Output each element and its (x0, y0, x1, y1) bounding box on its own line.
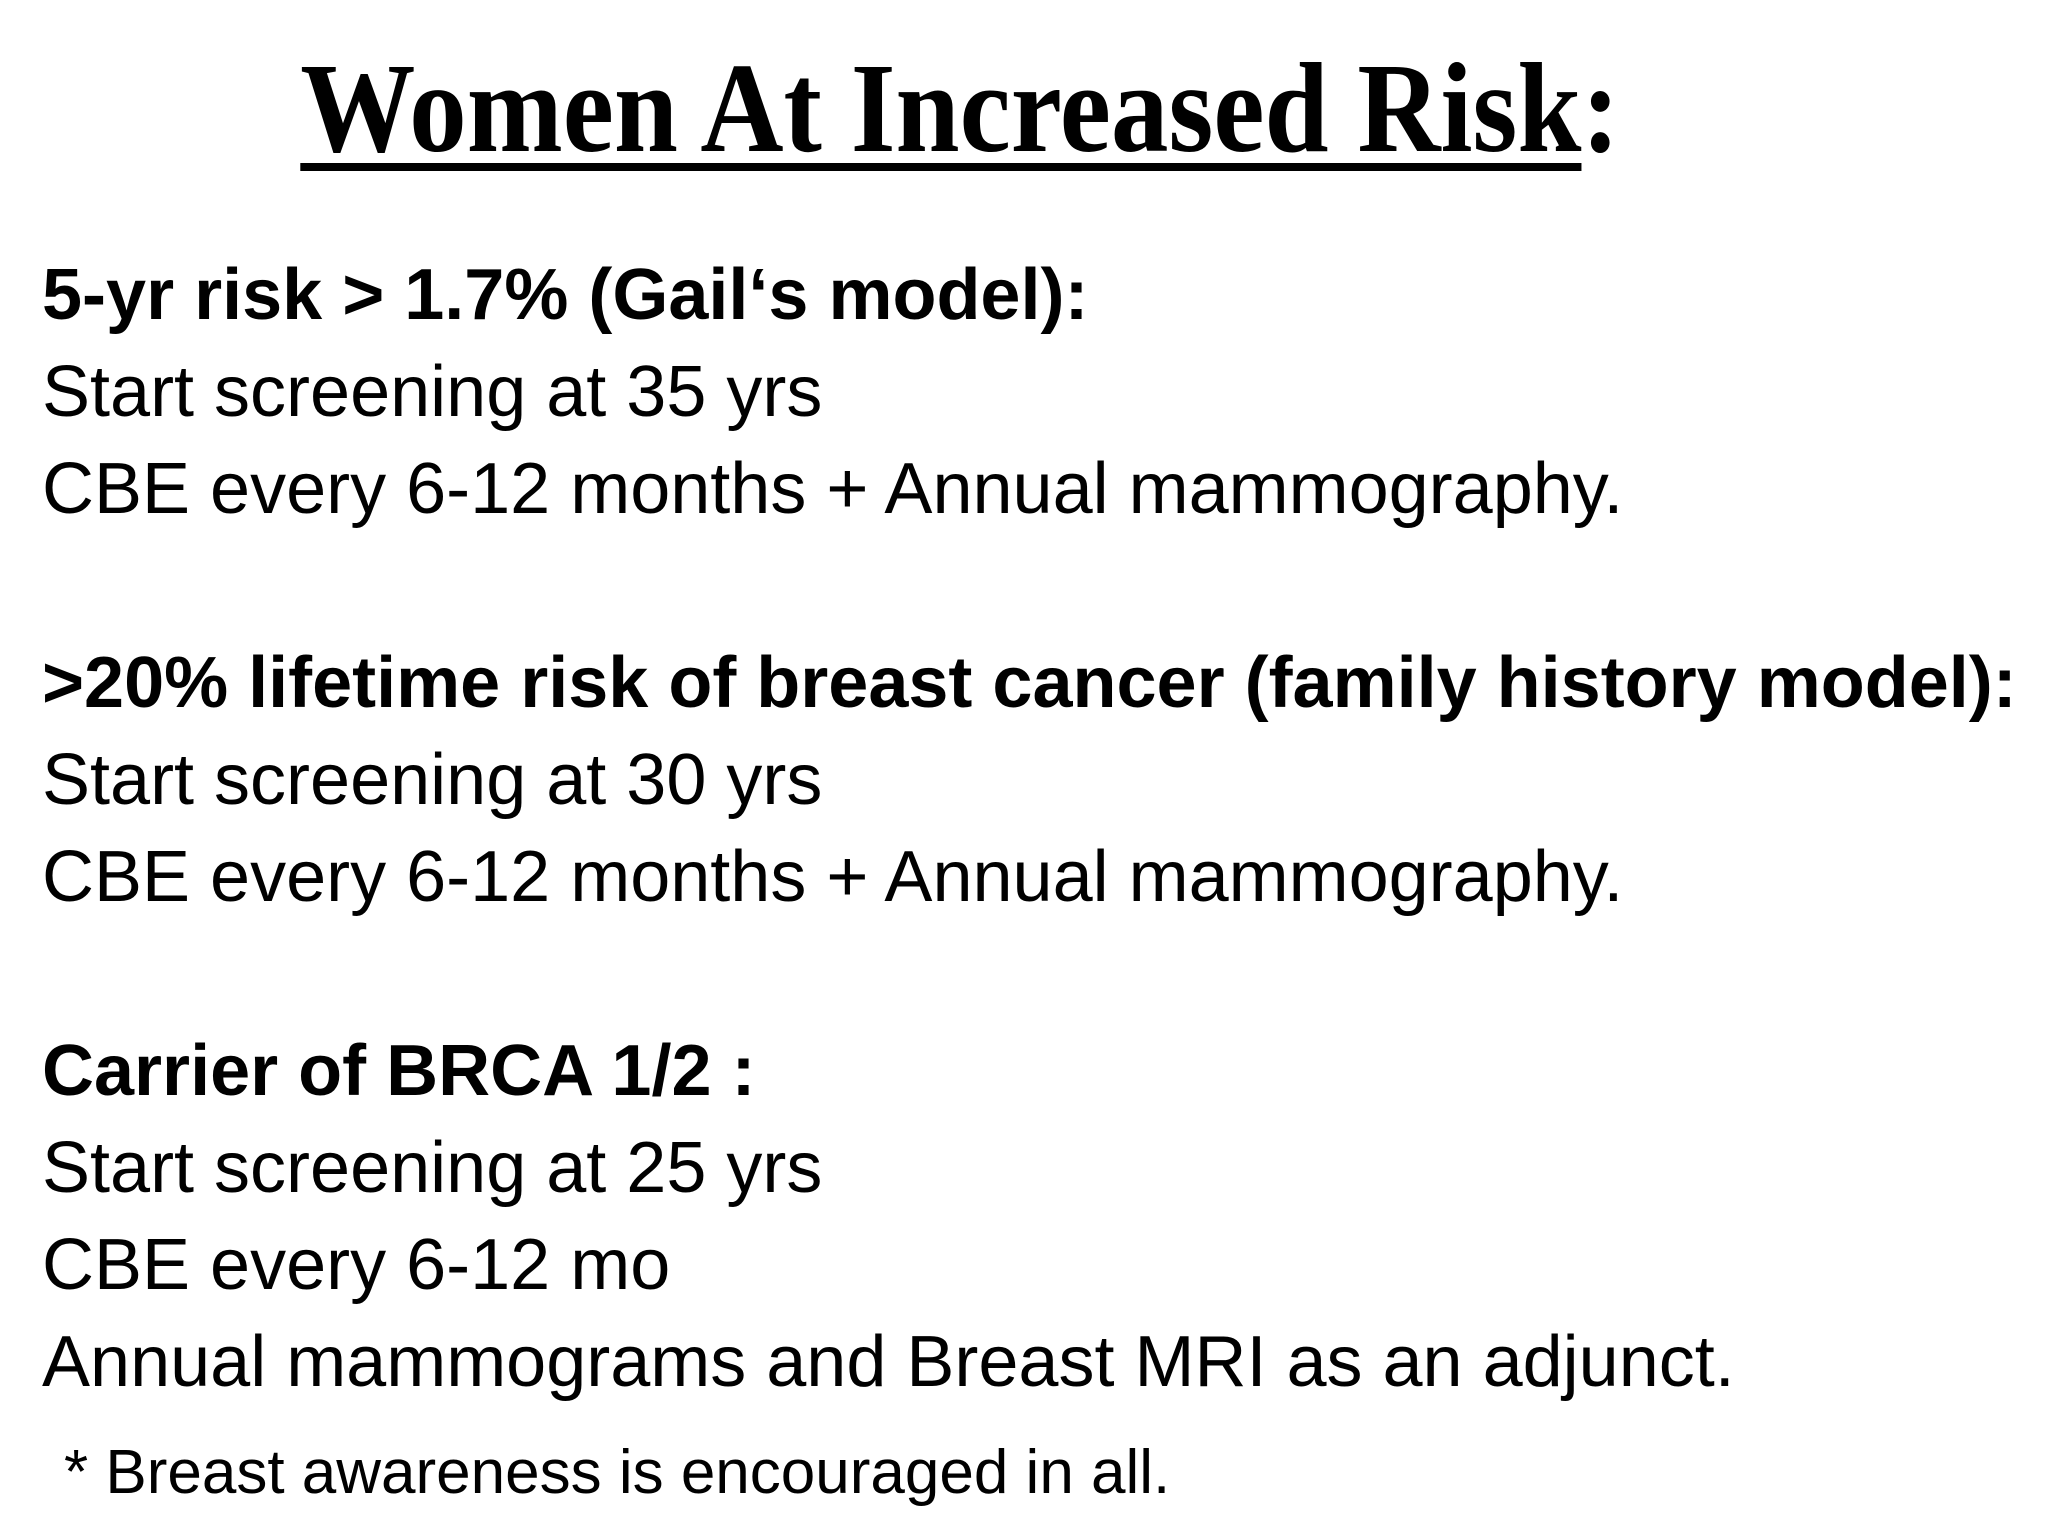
section-lifetime-risk-start-line: Start screening at 30 yrs (42, 740, 823, 820)
section-brca-heading: Carrier of BRCA 1/2 : (42, 1031, 756, 1111)
spacer (42, 538, 2028, 635)
section-gail-start-line: Start screening at 35 yrs (42, 352, 823, 432)
page-title: Women At Increased Risk: (300, 28, 1620, 188)
footnote: * Breast awareness is encouraged in all. (64, 1438, 1171, 1507)
page-title-text: Women At Increased Risk (300, 37, 1582, 179)
section-brca-cbe-line: CBE every 6-12 mo (42, 1225, 671, 1305)
section-lifetime-risk-heading: >20% lifetime risk of breast cancer (fam… (42, 643, 2017, 723)
title-row: Women At Increased Risk: (0, 28, 2048, 188)
section-brca-start-line: Start screening at 25 yrs (42, 1128, 823, 1208)
section-lifetime-risk-cbe-line: CBE every 6-12 months + Annual mammograp… (42, 837, 1624, 917)
page-title-colon: : (1581, 37, 1620, 179)
spacer (42, 926, 2028, 1023)
section-gail-cbe-line: CBE every 6-12 months + Annual mammograp… (42, 449, 1624, 529)
slide-body: 5-yr risk > 1.7% (Gail‘s model): Start s… (42, 247, 2028, 1513)
section-gail-heading: 5-yr risk > 1.7% (Gail‘s model): (42, 255, 1089, 335)
section-brca-mri-line: Annual mammograms and Breast MRI as an a… (42, 1322, 1735, 1402)
